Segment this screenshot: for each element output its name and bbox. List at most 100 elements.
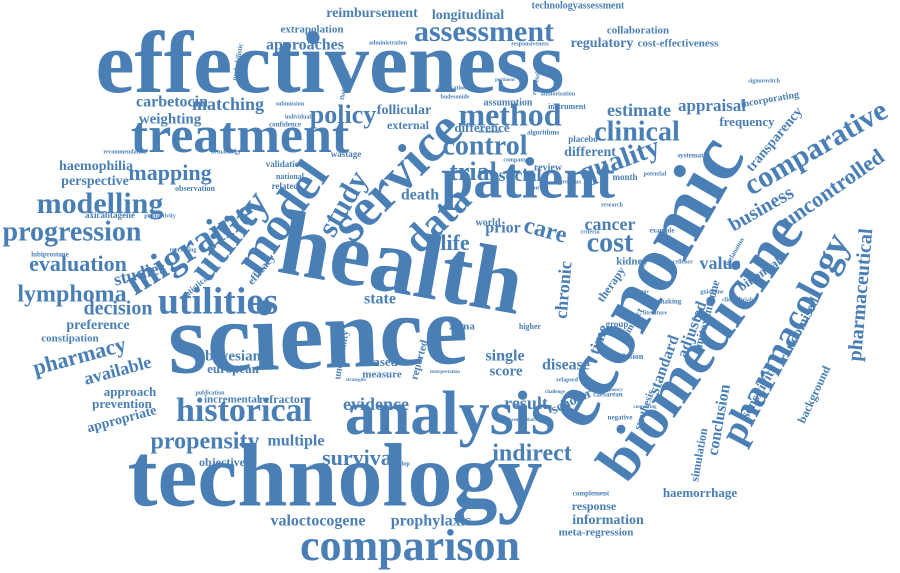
word-result: result — [504, 393, 548, 413]
word-european: european — [207, 361, 260, 376]
word-previous: previous — [559, 179, 582, 185]
word-negative: negative — [608, 414, 633, 422]
word-complement: complement — [573, 490, 610, 498]
word-submission: submission — [276, 101, 305, 107]
word-assumption: assumption — [484, 97, 533, 108]
word-lubiprostone: lubiprostone — [31, 251, 69, 259]
word-responsiveness: responsiveness — [511, 41, 549, 47]
word-example: example — [650, 227, 675, 235]
word-month: month — [612, 172, 637, 182]
word-survey: survey — [532, 185, 549, 191]
word-objective: objective — [199, 455, 246, 469]
word-literature: literature — [643, 310, 668, 316]
word-approaches: approaches — [266, 37, 344, 54]
word-relapsed: relapsed — [556, 377, 578, 383]
word-decision: decision — [84, 298, 153, 320]
word-potential: potential — [644, 171, 667, 177]
word-haemorrhage: haemorrhage — [663, 485, 738, 500]
word-frequency-small: frequency — [601, 388, 623, 393]
word-kidney: kidney — [616, 256, 648, 268]
word-axicabtagene: axicabtagene — [85, 210, 135, 220]
word-follicular: follicular — [377, 103, 431, 118]
word-inclusion: inclusion — [613, 352, 644, 361]
word-chronic: chronic — [551, 260, 576, 319]
word-placebo: placebo — [568, 134, 598, 144]
word-productivity: productivity — [144, 213, 176, 219]
word-estimate: estimate — [607, 100, 671, 120]
word-life: life — [440, 230, 470, 255]
word-hematology: hematology — [211, 149, 241, 155]
word-marketing: marketing — [170, 247, 197, 253]
word-reimbursement: reimbursement — [326, 6, 418, 21]
word-cost-effectiveness: cost-effectiveness — [638, 38, 719, 50]
word-authorisation: authorisation — [541, 91, 576, 97]
word-trial: trial — [449, 157, 497, 186]
word-incorporating: incorporating — [740, 89, 800, 110]
word-treatments: treatments — [479, 130, 502, 135]
word-disease: disease — [542, 357, 590, 374]
word-publication: publication — [195, 390, 225, 396]
word-national: national — [276, 172, 305, 181]
word-frequency: frequency — [719, 114, 775, 129]
word-weighting: weighting — [139, 111, 202, 127]
word-mapping: mapping — [128, 160, 211, 185]
word-criteria: criteria — [581, 229, 600, 235]
word-state: state — [364, 291, 396, 308]
word-pertinent: pertinent — [495, 78, 515, 83]
word-longitudinal: longitudinal — [432, 8, 504, 23]
word-company: company — [503, 157, 526, 163]
word-death: death — [401, 187, 439, 204]
word-instrument: instrument — [548, 102, 586, 111]
word-matching: matching — [192, 94, 264, 114]
word-evidence: evidence — [343, 394, 409, 414]
word-institute: institute — [631, 290, 649, 295]
word-valoctocogene: valoctocogene — [270, 513, 365, 530]
word-indirect: indirect — [492, 441, 572, 467]
word-individual: individual — [285, 114, 311, 120]
word-algorithms: algorithms — [527, 129, 560, 137]
word-prophylaxis: prophylaxis — [391, 513, 472, 530]
word-guideline: guideline — [700, 289, 724, 295]
word-excellence: excellence — [667, 259, 693, 265]
word-measure: measure — [362, 369, 402, 381]
word-based: based — [366, 354, 399, 369]
word-validation: validation — [266, 159, 305, 169]
word-recommendation: recommendation — [103, 149, 147, 155]
word-different: different — [564, 145, 616, 160]
word-higher: higher — [519, 322, 542, 331]
word-develop: develop — [390, 461, 410, 467]
word-perspective: perspective — [61, 174, 129, 189]
word-budesonide: budesonide — [440, 94, 469, 100]
word-related: related — [272, 181, 299, 191]
word-utilities: utilities — [158, 281, 278, 323]
word-haemophilia: haemophilia — [59, 159, 133, 174]
word-collaboration: collaboration — [607, 25, 669, 37]
word-interpretation: interpretation — [430, 370, 460, 375]
word-zuma: zuma — [449, 321, 475, 333]
word-systematic: systematic — [677, 152, 708, 160]
word-refractory: refractory — [259, 392, 311, 406]
word-technologyassessment: technologyassessment — [532, 0, 625, 11]
word-confidence: confidence — [269, 121, 301, 129]
word-regulatory: regulatory — [571, 36, 634, 51]
word-challenge: challenge — [545, 390, 566, 395]
word-single: single — [485, 348, 524, 365]
word-clinicaltrials: clinicaltrials — [722, 297, 754, 303]
word-dissemination: dissemination — [505, 418, 535, 423]
word-meta-regression: meta-regression — [559, 527, 634, 539]
word-propensity: propensity — [151, 429, 260, 455]
word-implication: implication — [437, 85, 467, 91]
word-appraisal: appraisal — [678, 96, 746, 115]
word-policy: policy — [310, 100, 376, 129]
word-strategies: strategies — [346, 378, 366, 383]
word-progression: progression — [3, 216, 142, 247]
word-multiple: multiple — [268, 433, 325, 450]
word-observation: observation — [175, 184, 216, 193]
word-making: making — [659, 298, 682, 306]
word-review: review — [534, 162, 563, 173]
word-wastage: wastage — [331, 149, 362, 159]
word-comparing: comparing — [633, 405, 657, 410]
word-extrapolation: extrapolation — [281, 24, 344, 36]
